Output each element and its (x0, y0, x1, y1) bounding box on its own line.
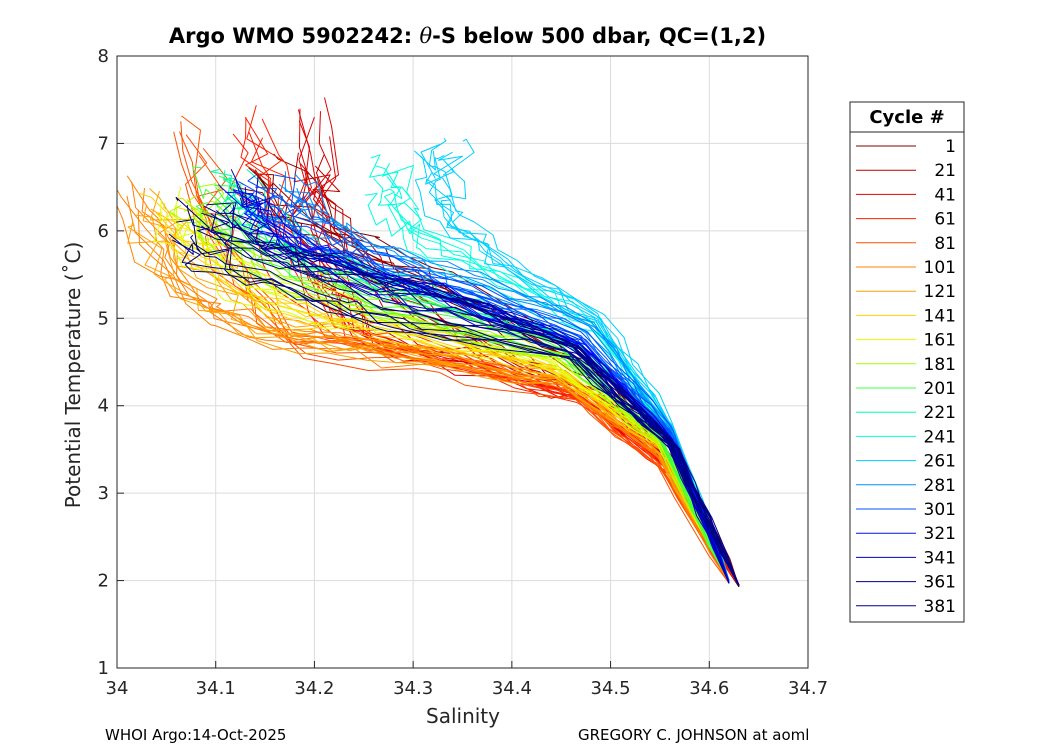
axes-box (116, 55, 809, 669)
legend-label: 41 (934, 185, 956, 205)
chart-title: Argo WMO 5902242: θ-S below 500 dbar, QC… (0, 24, 935, 48)
series-line-301 (247, 174, 730, 581)
footer-left-text: WHOI Argo:14-Oct-2025 (105, 726, 287, 744)
series-line-281 (278, 184, 730, 581)
series-line-161 (153, 225, 730, 581)
y-tick-label: 2 (98, 571, 109, 592)
x-tick-label: 34.3 (393, 678, 433, 699)
x-tick-label: 34.4 (492, 678, 532, 699)
legend-label: 181 (924, 355, 956, 375)
series-line-261 (414, 150, 730, 581)
legend-label: 21 (934, 161, 956, 181)
legend-label: 361 (924, 573, 956, 593)
legend-label: 241 (924, 427, 956, 447)
series-line-381 (210, 213, 740, 587)
series-line-281 (294, 173, 730, 581)
data-lines (117, 97, 740, 587)
x-tick-label: 34.2 (294, 678, 334, 699)
legend-label: 281 (924, 476, 956, 496)
series-line-361 (192, 242, 740, 586)
series-line-381 (201, 225, 740, 587)
legend-label: 1 (945, 137, 956, 157)
series-line-121 (134, 214, 730, 581)
x-tick-label: 34 (106, 678, 129, 699)
y-axis-label: Potential Temperature (˚C) (61, 241, 85, 509)
legend-label: 81 (934, 234, 956, 254)
legend-label: 221 (924, 403, 956, 423)
legend-label: 61 (934, 210, 956, 230)
y-tick-label: 6 (98, 221, 109, 242)
legend-label: 101 (924, 258, 956, 278)
x-tick-label: 34.1 (196, 678, 236, 699)
chart-title-suffix: -S below 500 dbar, QC=(1,2) (432, 24, 767, 48)
legend[interactable]: Cycle #121416181101121141161181201221241… (849, 101, 965, 623)
y-tick-label: 4 (98, 396, 109, 417)
footer-right-text: GREGORY C. JOHNSON at aoml (578, 726, 810, 744)
series-line-381 (203, 205, 740, 586)
series-line-261 (425, 159, 730, 581)
x-tick-label: 34.5 (591, 678, 631, 699)
y-tick-label: 1 (98, 658, 109, 679)
chart-title-prefix: Argo WMO 5902242: (168, 24, 420, 48)
series-line-261 (443, 138, 730, 581)
legend-label: 161 (924, 331, 956, 351)
series-line-301 (274, 174, 730, 581)
legend-title: Cycle # (869, 107, 944, 128)
chart-title-theta: θ (419, 24, 433, 48)
y-tick-label: 3 (98, 483, 109, 504)
legend-label: 321 (924, 524, 956, 544)
series-line-101 (117, 204, 730, 583)
series-line-381 (201, 212, 740, 587)
legend-box (849, 101, 965, 623)
legend-label: 121 (924, 282, 956, 302)
legend-label: 341 (924, 548, 956, 568)
y-tick-label: 7 (98, 133, 109, 154)
x-tick-label: 34.6 (689, 678, 729, 699)
x-axis-label: Salinity (426, 704, 500, 728)
legend-label: 201 (924, 379, 956, 399)
series-line-121 (127, 220, 730, 581)
series-line-381 (215, 210, 740, 586)
legend-label: 141 (924, 306, 956, 326)
y-tick-label: 8 (98, 46, 109, 67)
legend-label: 301 (924, 500, 956, 520)
x-tick-label: 34.7 (788, 678, 828, 699)
series-line-181 (183, 207, 730, 581)
legend-label: 261 (924, 452, 956, 472)
y-tick-label: 5 (98, 308, 109, 329)
legend-label: 381 (924, 597, 956, 617)
series-line-361 (168, 233, 740, 586)
